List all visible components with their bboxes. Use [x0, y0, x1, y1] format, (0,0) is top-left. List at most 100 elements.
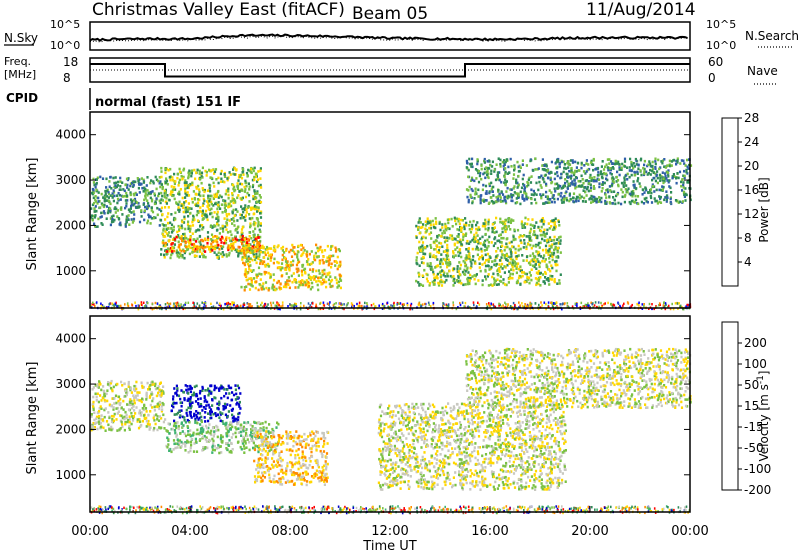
power-cell-1 — [259, 224, 262, 227]
power-cell-5 — [646, 173, 649, 176]
power-cell-5 — [483, 167, 487, 171]
velocity-cell-0 — [134, 394, 138, 398]
power-cell-5 — [523, 184, 526, 187]
power-cell-5 — [677, 176, 680, 180]
power-cell-4 — [525, 255, 529, 259]
power-cell-2 — [188, 242, 191, 245]
power-cell-5 — [476, 169, 479, 172]
power-cell-4 — [454, 248, 457, 251]
cpid-mode: normal (fast) 151 IF — [95, 95, 241, 110]
power-cell-3 — [335, 248, 338, 251]
power-cell-1 — [235, 250, 238, 253]
power-cell-4 — [545, 251, 548, 254]
power-cell-3 — [297, 274, 300, 277]
power-cell-1 — [173, 197, 176, 201]
power-ground-cell — [269, 301, 272, 305]
power-cell-1 — [219, 227, 222, 230]
power-cell-5 — [559, 176, 562, 180]
power-cell-1 — [187, 202, 190, 205]
power-cell-1 — [248, 169, 251, 173]
power-cell-3 — [290, 274, 293, 278]
power-cell-4 — [483, 241, 486, 244]
velocity-cell-0 — [108, 384, 111, 387]
power-cell-4 — [465, 224, 468, 227]
power-cell-4 — [421, 225, 424, 229]
power-cell-1 — [183, 217, 186, 221]
power-cell-5 — [516, 160, 519, 164]
power-cell-5 — [490, 188, 493, 191]
power-cell-1 — [189, 171, 192, 175]
power-ground-cell — [468, 306, 471, 309]
power-cell-4 — [528, 276, 531, 280]
power-cell-4 — [455, 222, 458, 226]
power-cell-5 — [631, 193, 634, 196]
power-cell-5 — [601, 187, 604, 190]
power-cell-1 — [187, 194, 191, 197]
power-cell-4 — [420, 257, 423, 261]
power-cell-5 — [488, 182, 491, 186]
power-cell-2 — [164, 241, 167, 245]
power-cell-2 — [232, 246, 235, 250]
velocity-cell-1 — [225, 392, 228, 395]
velocity-cell-0 — [92, 426, 95, 430]
power-cell-1 — [202, 194, 205, 197]
power-cell-4 — [487, 241, 490, 244]
velocity-cell-0 — [153, 405, 156, 409]
power-cell-4 — [476, 240, 479, 243]
power-cell-0 — [105, 186, 108, 189]
power-cell-0 — [149, 222, 152, 225]
power-cell-3 — [307, 273, 310, 277]
power-ground-cell — [648, 302, 651, 306]
power-ground-cell — [258, 305, 261, 308]
velocity-heatmap — [90, 347, 692, 515]
power-cell-1 — [259, 177, 262, 180]
power-cell-3 — [266, 251, 270, 254]
velocity-cell-0 — [141, 407, 144, 410]
power-cell-1 — [260, 210, 263, 214]
power-cell-5 — [567, 176, 570, 179]
power-cell-5 — [623, 178, 626, 182]
power-cell-5 — [506, 196, 509, 200]
power-ground-cell — [447, 303, 450, 306]
power-cell-5 — [485, 190, 488, 193]
power-cell-4 — [537, 241, 540, 245]
power-cell-5 — [683, 195, 686, 198]
power-cell-4 — [433, 276, 436, 280]
power-cell-2 — [243, 249, 246, 252]
power-cell-4 — [518, 235, 521, 239]
power-cell-5 — [493, 170, 496, 173]
power-cell-5 — [561, 160, 564, 164]
power-cell-3 — [280, 262, 284, 265]
power-cell-4 — [510, 252, 513, 255]
power-cell-5 — [486, 175, 489, 178]
power-cell-5 — [569, 197, 572, 201]
power-cell-4 — [454, 219, 457, 223]
power-ground-cell — [506, 305, 509, 309]
power-ground-cell — [420, 305, 422, 308]
power-cell-4 — [497, 283, 500, 286]
power-cell-0 — [99, 206, 102, 209]
power-ground-cell — [276, 301, 278, 304]
power-cell-5 — [660, 160, 663, 163]
power-cell-5 — [664, 174, 667, 178]
power-cell-5 — [504, 172, 507, 175]
power-cell-3 — [249, 283, 252, 286]
power-cell-1 — [202, 188, 205, 192]
power-cell-1 — [200, 171, 204, 175]
power-cell-4 — [438, 251, 441, 254]
power-cell-5 — [674, 199, 678, 202]
power-cell-4 — [469, 258, 472, 262]
power-cell-4 — [474, 282, 477, 286]
power-cell-5 — [642, 188, 645, 192]
power-cell-5 — [599, 172, 602, 176]
power-cell-0 — [150, 209, 153, 212]
power-cell-5 — [642, 202, 646, 205]
power-cell-5 — [570, 166, 573, 170]
power-cell-4 — [549, 274, 552, 278]
power-cell-0 — [154, 216, 157, 220]
power-cell-3 — [243, 247, 246, 250]
power-cell-4 — [448, 264, 451, 267]
power-cell-5 — [486, 173, 489, 176]
power-cell-4 — [435, 220, 438, 224]
power-cell-1 — [199, 243, 202, 247]
